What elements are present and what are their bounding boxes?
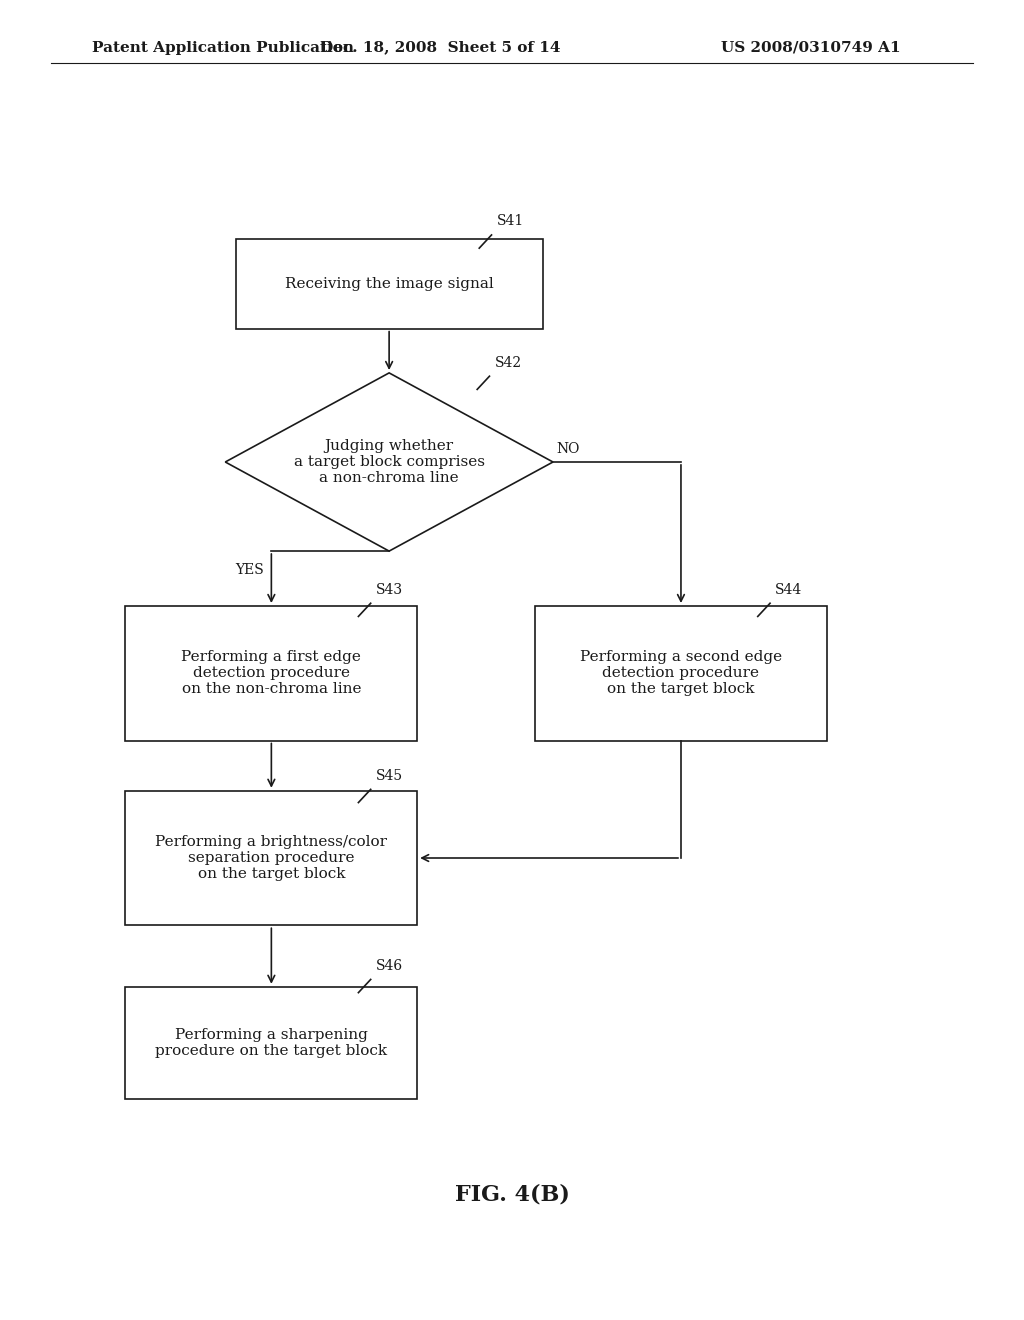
Text: S42: S42 — [495, 355, 521, 370]
Text: Dec. 18, 2008  Sheet 5 of 14: Dec. 18, 2008 Sheet 5 of 14 — [321, 41, 560, 54]
Text: US 2008/0310749 A1: US 2008/0310749 A1 — [722, 41, 901, 54]
FancyBboxPatch shape — [536, 606, 827, 741]
Text: S45: S45 — [376, 768, 402, 783]
Text: NO: NO — [556, 442, 580, 455]
Polygon shape — [225, 372, 553, 552]
Text: S41: S41 — [497, 214, 524, 228]
Text: FIG. 4(B): FIG. 4(B) — [455, 1184, 569, 1205]
Text: S43: S43 — [376, 582, 402, 597]
Text: Performing a sharpening
procedure on the target block: Performing a sharpening procedure on the… — [156, 1028, 387, 1057]
Text: Judging whether
a target block comprises
a non-chroma line: Judging whether a target block comprises… — [294, 438, 484, 486]
Text: Patent Application Publication: Patent Application Publication — [92, 41, 354, 54]
FancyBboxPatch shape — [126, 987, 418, 1098]
Text: Performing a second edge
detection procedure
on the target block: Performing a second edge detection proce… — [580, 649, 782, 697]
Text: Receiving the image signal: Receiving the image signal — [285, 277, 494, 290]
Text: S46: S46 — [376, 958, 402, 973]
FancyBboxPatch shape — [236, 239, 543, 329]
FancyBboxPatch shape — [126, 606, 418, 741]
Text: S44: S44 — [775, 582, 803, 597]
FancyBboxPatch shape — [126, 791, 418, 925]
Text: Performing a first edge
detection procedure
on the non-chroma line: Performing a first edge detection proced… — [181, 649, 361, 697]
Text: YES: YES — [236, 564, 264, 577]
Text: Performing a brightness/color
separation procedure
on the target block: Performing a brightness/color separation… — [156, 834, 387, 882]
